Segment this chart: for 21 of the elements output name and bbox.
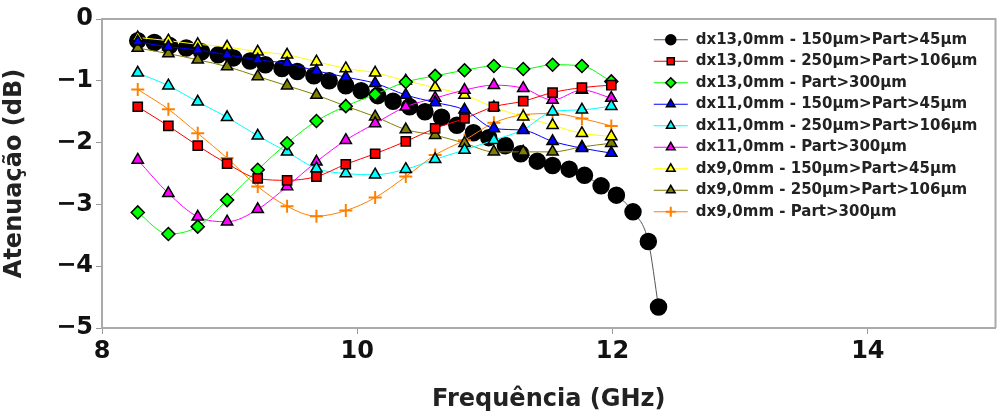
x-tick-label: 10 bbox=[340, 335, 374, 364]
legend-label: dx13,0mm - 150µm>Part>45µm bbox=[695, 29, 968, 48]
legend-label: dx9,0mm - 150µm>Part>45µm bbox=[695, 158, 957, 177]
x-tick-label: 12 bbox=[595, 335, 630, 364]
legend-label: dx11,0mm - Part>300µm bbox=[695, 137, 907, 156]
legend-label: dx13,0mm - Part>300µm bbox=[695, 72, 907, 91]
legend-label: dx13,0mm - 250µm>Part>106µm bbox=[695, 51, 978, 70]
y-tick-label: −2 bbox=[56, 126, 93, 155]
y-tick-label: −5 bbox=[56, 312, 93, 341]
y-tick-label: 0 bbox=[76, 3, 93, 32]
y-axis-title: Atenuação (dB) bbox=[0, 68, 27, 279]
legend-label: dx11,0mm - 150µm>Part>45µm bbox=[695, 94, 968, 113]
legend-label: dx11,0mm - 250µm>Part>106µm bbox=[695, 115, 978, 134]
legend-label: dx9,0mm - Part>300µm bbox=[695, 201, 897, 220]
x-tick-label: 14 bbox=[851, 335, 885, 364]
y-tick-label: −1 bbox=[56, 65, 93, 94]
y-tick-label: −4 bbox=[56, 250, 93, 279]
x-axis-title: Frequência (GHz) bbox=[432, 383, 666, 412]
legend-label: dx9,0mm - 250µm>Part>106µm bbox=[695, 180, 968, 199]
x-tick-label: 8 bbox=[93, 335, 111, 364]
y-tick-label: −3 bbox=[56, 188, 93, 217]
